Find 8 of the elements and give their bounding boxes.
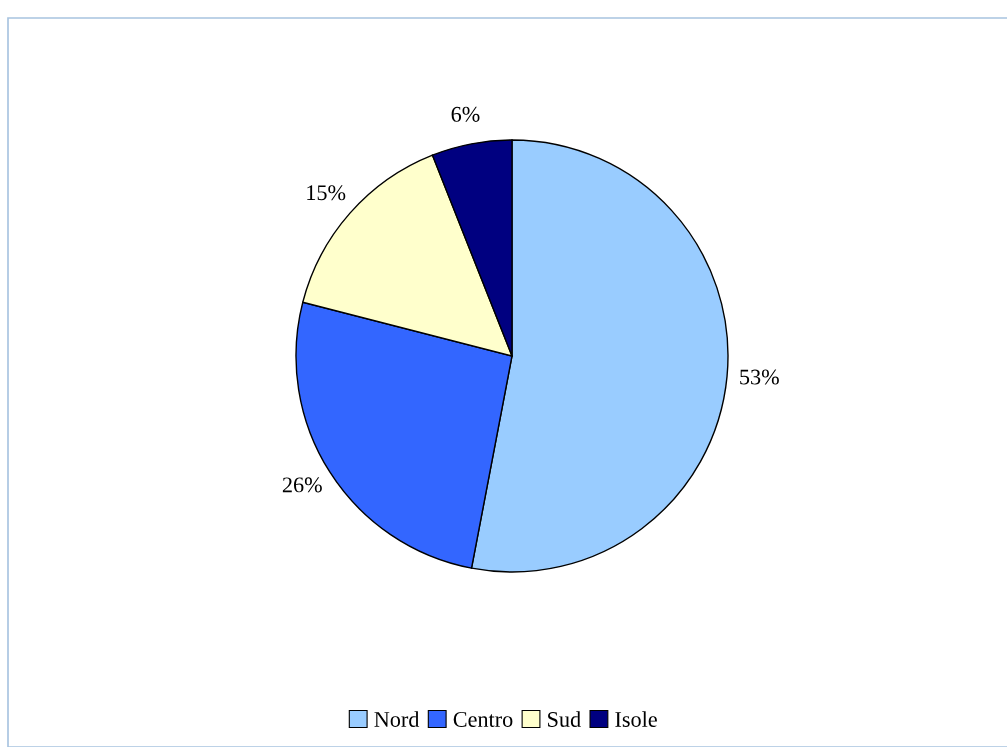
data-label: 6% xyxy=(451,106,480,122)
legend-label: Nord xyxy=(374,711,420,727)
data-label: 26% xyxy=(282,477,322,493)
legend-label: Centro xyxy=(453,712,513,727)
data-label: 53% xyxy=(740,369,779,385)
data-label: 15% xyxy=(307,185,346,201)
legend-label: Isole xyxy=(615,711,657,727)
legend-label: Sud xyxy=(548,711,581,727)
